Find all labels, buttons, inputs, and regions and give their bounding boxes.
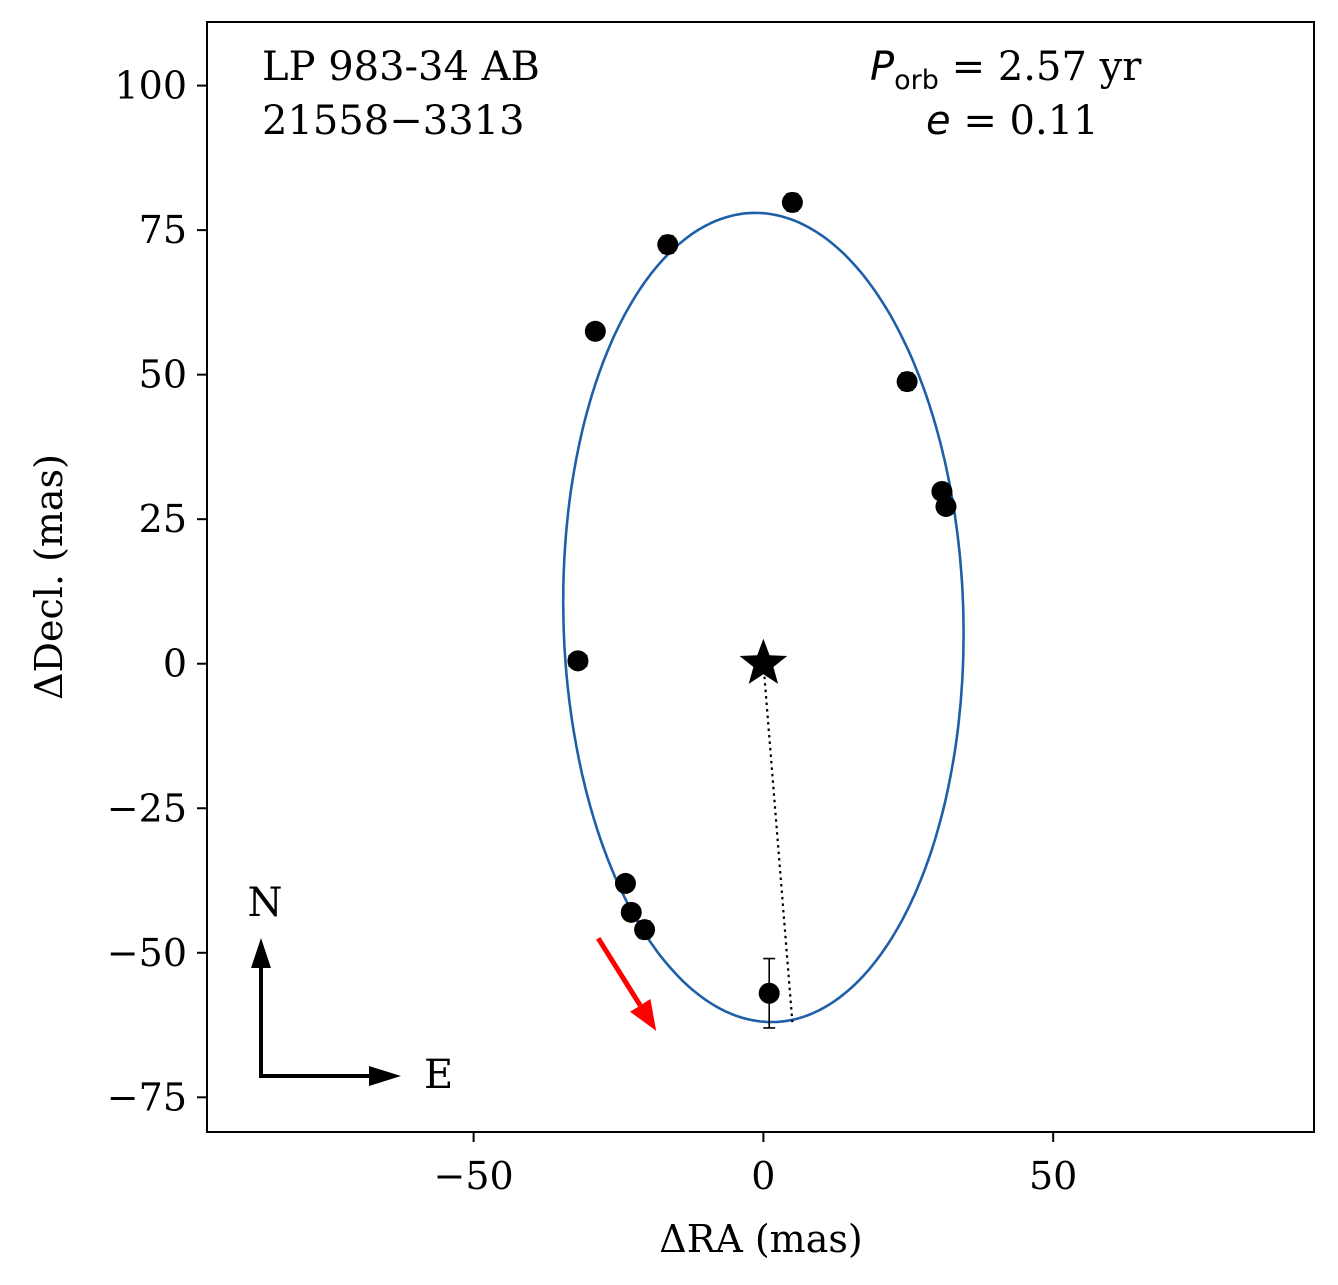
y-tick-label: 50 — [139, 353, 187, 397]
x-tick-label: −50 — [434, 1154, 514, 1198]
y-tick-label: 100 — [114, 64, 187, 108]
period-subscript: orb — [894, 65, 939, 96]
data-point — [584, 320, 606, 342]
data-point — [567, 650, 589, 672]
compass-north-label: N — [248, 880, 283, 926]
north-arrow-icon — [251, 938, 271, 968]
data-point-marker — [567, 650, 589, 672]
y-axis-label: ΔDecl. (mas) — [27, 454, 71, 700]
period-symbol: P — [870, 44, 895, 90]
data-point — [620, 901, 642, 923]
y-tick-label: −25 — [107, 786, 187, 830]
y-tick-label: 0 — [163, 642, 187, 686]
y-tick-label: −50 — [107, 931, 187, 975]
data-points — [567, 191, 957, 1031]
periastron-line — [762, 663, 794, 1023]
plot-area — [561, 211, 965, 1024]
data-point — [634, 919, 656, 941]
x-axis-label: ΔRA (mas) — [659, 1217, 862, 1261]
data-point — [781, 191, 803, 213]
compass: N E — [248, 880, 454, 1098]
data-point — [935, 495, 957, 517]
data-point-marker — [620, 901, 642, 923]
data-point — [614, 872, 636, 894]
east-arrow-icon — [369, 1066, 401, 1086]
orbit-ellipse — [561, 211, 965, 1024]
motion-arrow-icon — [630, 999, 657, 1031]
plot-frame — [206, 21, 1315, 1133]
motion-arrow-shaft — [596, 937, 643, 1007]
period-label: Porb = 2.57 yr — [870, 44, 1142, 96]
data-point — [896, 371, 918, 393]
eccentricity-label: e = 0.11 — [926, 98, 1099, 144]
data-point-marker — [657, 234, 679, 256]
data-point-marker — [781, 191, 803, 213]
eccentricity-value: = 0.11 — [951, 98, 1099, 144]
data-point — [657, 234, 679, 256]
chart-title-line-1: LP 983-34 AB — [262, 44, 540, 90]
y-tick-label: 25 — [139, 497, 187, 541]
y-tick-label: 75 — [139, 208, 187, 252]
data-point-marker — [634, 919, 656, 941]
data-point-marker — [758, 982, 780, 1004]
period-value: = 2.57 yr — [939, 44, 1142, 90]
x-tick-label: 0 — [751, 1154, 775, 1198]
primary-star-icon — [739, 638, 788, 684]
compass-east-label: E — [424, 1052, 453, 1098]
data-point-marker — [935, 495, 957, 517]
data-point — [758, 957, 780, 1029]
eccentricity-symbol: e — [926, 98, 951, 144]
chart-title-line-2: 21558−3313 — [262, 98, 525, 144]
data-point-marker — [896, 371, 918, 393]
data-point-marker — [584, 320, 606, 342]
x-tick-label: 50 — [1029, 1154, 1077, 1198]
axis-ticks: −50 0 50 −75 −50 −25 0 25 50 75 100 — [107, 64, 1078, 1198]
y-tick-label: −75 — [107, 1075, 187, 1119]
data-point-marker — [614, 872, 636, 894]
